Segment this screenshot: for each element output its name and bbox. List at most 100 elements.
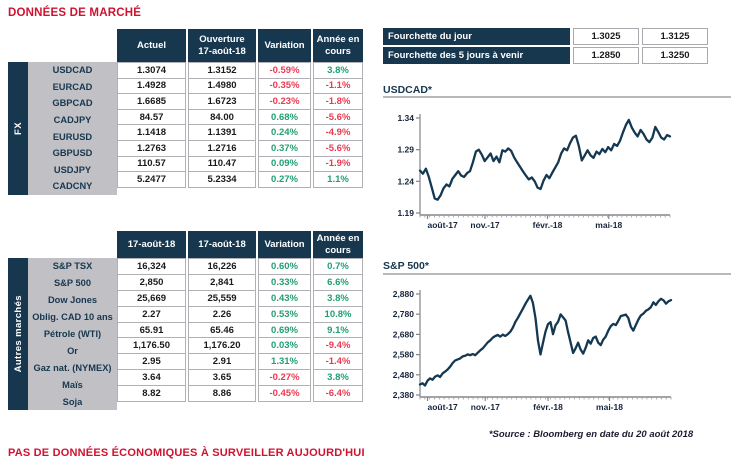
daily-range-low: 1.3025 [573, 28, 639, 45]
fx-header-v1: Actuel [117, 29, 186, 62]
mk-cell-v1: 16,324 [117, 258, 186, 275]
fx-row-label: CADJPY [53, 115, 92, 126]
mk-table-row: 65.91 65.46 0.69% 9.1% [117, 321, 363, 339]
mk-cell-ytd: 6.6% [313, 273, 363, 291]
fx-cell-v1: 1.2763 [117, 139, 186, 157]
y-tick-label: 2,580 [393, 350, 415, 360]
fx-table-row: 84.57 84.00 0.68% -5.6% [117, 108, 363, 126]
five-day-range-label: Fourchette des 5 jours à venir [383, 47, 570, 64]
daily-range-label: Fourchette du jour [383, 28, 570, 45]
y-tick-label: 2,780 [393, 309, 415, 319]
markets-data-rows: 16,324 16,226 0.60% 0.7% 2,850 2,841 0.33% 6.6%… [117, 258, 363, 410]
mk-cell-ytd: -9.4% [313, 337, 363, 355]
sp500-chart-divider [383, 273, 731, 275]
mk-cell-variation: 0.03% [258, 337, 311, 355]
fx-header-variation: Variation [258, 29, 311, 62]
usdcad-line-chart: 1.19 1.24 1.29 1.34 août-17 nov.-17 févr.-18 ma… [397, 113, 672, 230]
mk-cell-ytd: -6.4% [313, 385, 363, 403]
x-tick-label: mai-18 [595, 220, 622, 230]
fx-cell-ytd: -1.1% [313, 77, 363, 95]
mk-header-variation: Variation [258, 231, 311, 258]
fx-row-label: GBPCAD [52, 98, 93, 109]
markets-table: 17-août-18 17-août-18 Variation Année en cou… [8, 231, 363, 411]
mk-cell-v1: 8.82 [117, 385, 186, 403]
mk-cell-v2: 65.46 [188, 321, 256, 339]
y-tick-label: 1.29 [397, 145, 414, 155]
mk-cell-variation: 0.33% [258, 273, 311, 291]
fx-row-label: CADCNY [52, 181, 93, 192]
fx-cell-v1: 1.6685 [117, 93, 186, 110]
sp500-line-chart: 2,380 2,480 2,580 2,680 2,780 2,880 août-17 nov… [393, 289, 673, 412]
mk-cell-ytd: 3.8% [313, 369, 363, 387]
fx-cell-variation: 0.24% [258, 124, 311, 141]
y-tick-label: 1.34 [397, 113, 414, 123]
footer-headline: PAS DE DONNÉES ÉCONOMIQUES À SURVEILLER … [8, 447, 365, 459]
y-tick-label: 1.24 [397, 176, 414, 186]
markets-group-label: Autres marchés [12, 295, 24, 373]
mk-cell-variation: -0.27% [258, 369, 311, 387]
source-note: *Source : Bloomberg en date du 20 août 2… [488, 429, 694, 440]
mk-row-label: S&P TSX [52, 261, 93, 272]
daily-range-row: Fourchette du jour 1.3025 1.3125 [383, 28, 708, 45]
fx-cell-v1: 110.57 [117, 155, 186, 173]
fx-cell-v2: 1.4980 [188, 77, 256, 95]
fx-cell-ytd: -1.9% [313, 155, 363, 173]
x-tick-label: août-17 [428, 220, 459, 230]
mk-cell-v2: 16,226 [188, 258, 256, 275]
fx-header-v2: Ouverture 17-août-18 [188, 29, 256, 62]
mk-cell-ytd: 3.8% [313, 289, 363, 307]
fx-table-row: 1.6685 1.6723 -0.23% -1.8% [117, 93, 363, 110]
mk-row-label: Gaz nat. (NYMEX) [33, 362, 112, 373]
fx-cell-v1: 5.2477 [117, 171, 186, 188]
x-tick-label: mai-18 [596, 402, 623, 412]
fx-label-column: USDCAD EURCAD GBPCAD CADJPY EURUSD GBPUSD USDJ… [28, 62, 117, 195]
fx-row-label: USDCAD [52, 65, 93, 76]
fx-data-rows: 1.3074 1.3152 -0.59% 3.8% 1.4928 1.4980 -0.35%… [117, 62, 363, 195]
mk-row-label: Oblig. CAD 10 ans [32, 312, 113, 323]
fx-cell-variation: 0.68% [258, 108, 311, 126]
usdcad-chart-divider [383, 96, 731, 98]
mk-cell-ytd: 0.7% [313, 258, 363, 275]
fx-cell-variation: 0.37% [258, 139, 311, 157]
mk-table-row: 3.64 3.65 -0.27% 3.8% [117, 369, 363, 387]
mk-cell-ytd: 9.1% [313, 321, 363, 339]
y-tick-label: 2,380 [393, 390, 415, 400]
fx-cell-ytd: -5.6% [313, 139, 363, 157]
fx-cell-v1: 84.57 [117, 108, 186, 126]
fx-cell-v2: 84.00 [188, 108, 256, 126]
fx-cell-variation: -0.59% [258, 62, 311, 79]
mk-cell-variation: 1.31% [258, 353, 311, 371]
fx-cell-variation: -0.35% [258, 77, 311, 95]
mk-cell-variation: 0.60% [258, 258, 311, 275]
fx-table: Actuel Ouverture 17-août-18 Variation Année … [8, 29, 363, 195]
fx-cell-ytd: -5.6% [313, 108, 363, 126]
page-title: DONNÉES DE MARCHÉ [8, 7, 142, 19]
mk-cell-ytd: -1.4% [313, 353, 363, 371]
fx-cell-v2: 1.2716 [188, 139, 256, 157]
markets-label-column: S&P TSX S&P 500 Dow Jones Oblig. CAD 10 ans… [28, 258, 117, 411]
fx-cell-v2: 1.1391 [188, 124, 256, 141]
mk-header-ytd: Année en cours [313, 231, 363, 258]
fx-table-row: 1.1418 1.1391 0.24% -4.9% [117, 124, 363, 141]
mk-cell-v2: 1,176.20 [188, 337, 256, 355]
fx-cell-v1: 1.3074 [117, 62, 186, 79]
mk-cell-variation: 0.43% [258, 289, 311, 307]
fx-table-row: 110.57 110.47 0.09% -1.9% [117, 155, 363, 173]
mk-cell-variation: -0.45% [258, 385, 311, 403]
mk-cell-v2: 25,559 [188, 289, 256, 307]
mk-cell-v1: 3.64 [117, 369, 186, 387]
fx-cell-v2: 1.6723 [188, 93, 256, 110]
fx-cell-ytd: 3.8% [313, 62, 363, 79]
mk-cell-v2: 2.26 [188, 305, 256, 323]
fx-cell-ytd: -1.8% [313, 93, 363, 110]
fx-table-row: 1.3074 1.3152 -0.59% 3.8% [117, 62, 363, 79]
fx-group-bar: FX [8, 62, 28, 195]
y-tick-label: 2,680 [393, 329, 415, 339]
markets-group-bar: Autres marchés [8, 258, 28, 411]
fx-table-row: 1.4928 1.4980 -0.35% -1.1% [117, 77, 363, 95]
mk-row-label: S&P 500 [53, 278, 92, 289]
five-day-range-high: 1.3250 [642, 47, 708, 64]
x-tick-label: févr.-18 [533, 220, 563, 230]
fx-row-label: USDJPY [53, 164, 92, 175]
mk-table-row: 8.82 8.86 -0.45% -6.4% [117, 385, 363, 403]
